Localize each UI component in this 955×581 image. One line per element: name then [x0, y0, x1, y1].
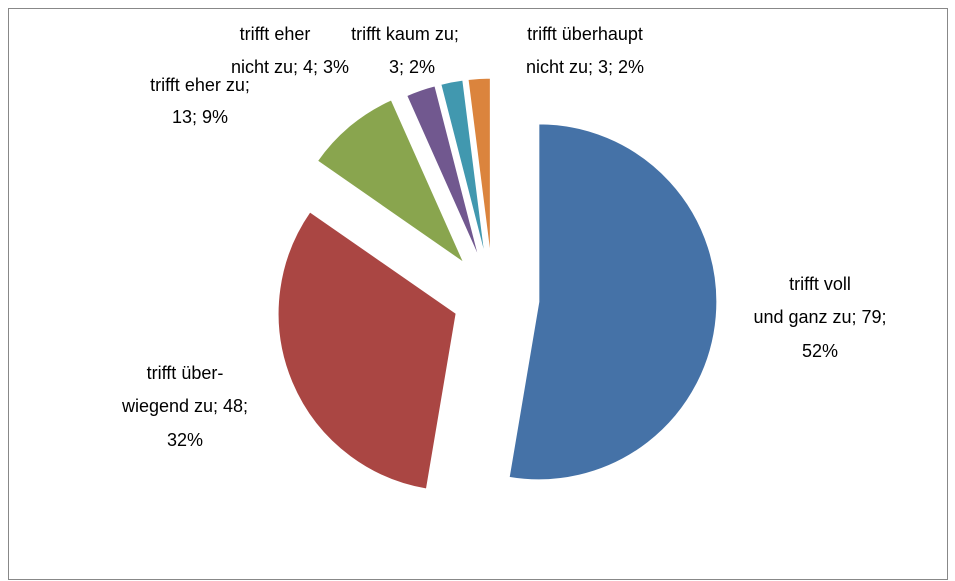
pie-slice	[440, 79, 486, 257]
data-label: trifft über-	[147, 363, 224, 383]
data-label: 13; 9%	[172, 107, 228, 127]
pie-slice	[406, 85, 480, 259]
data-label: nicht zu; 4; 3%	[231, 57, 349, 77]
pie-slice	[277, 211, 457, 490]
data-label: trifft voll	[789, 274, 851, 294]
pie-slice	[316, 99, 465, 264]
data-label: 3; 2%	[389, 57, 435, 77]
data-label: trifft überhaupt	[527, 24, 643, 44]
pie-slice	[508, 123, 718, 481]
data-label: 32%	[167, 430, 203, 450]
data-label: 52%	[802, 341, 838, 361]
data-label: nicht zu; 3; 2%	[526, 57, 644, 77]
pie-slice	[467, 77, 491, 257]
data-label: und ganz zu; 79;	[753, 307, 886, 327]
data-label: trifft eher	[240, 24, 311, 44]
data-label: wiegend zu; 48;	[121, 396, 248, 416]
data-label: trifft eher zu;	[150, 75, 250, 95]
data-label: trifft kaum zu;	[351, 24, 459, 44]
